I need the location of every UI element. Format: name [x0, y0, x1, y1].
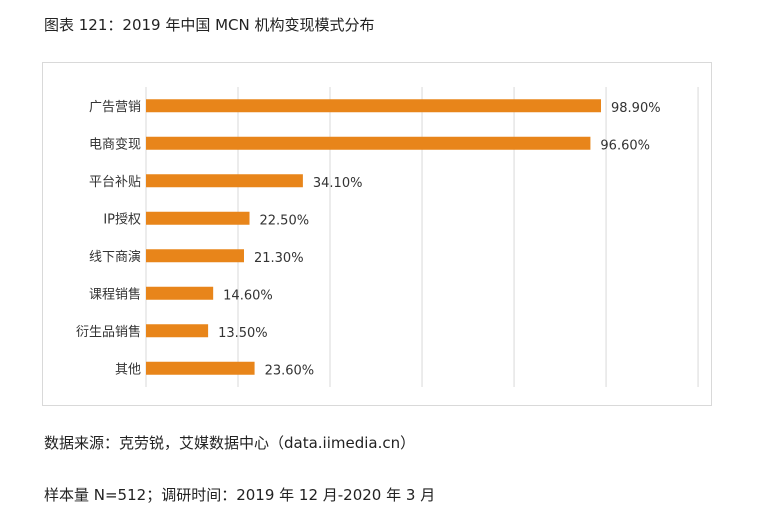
category-label: 线下商演 — [89, 249, 141, 265]
bar — [146, 211, 250, 225]
category-label: 其他 — [115, 362, 141, 377]
data-label: 21.30% — [254, 251, 304, 266]
data-label: 98.90% — [611, 101, 661, 116]
category-label: 衍生品销售 — [76, 324, 141, 340]
data-label: 22.50% — [260, 213, 310, 228]
bar — [146, 286, 214, 300]
source-text: 数据来源：克劳锐，艾媒数据中心（data.iimedia.cn） — [44, 434, 416, 452]
chart-title: 图表 121：2019 年中国 MCN 机构变现模式分布 — [44, 16, 375, 34]
category-label: 电商变现 — [89, 136, 141, 152]
data-label: 34.10% — [313, 176, 363, 191]
bar — [146, 174, 303, 188]
category-label: 广告营销 — [89, 100, 141, 115]
bar — [146, 249, 244, 263]
category-label: 课程销售 — [89, 286, 141, 302]
category-label: 平台补贴 — [89, 175, 141, 190]
bar — [146, 324, 209, 338]
data-label: 23.60% — [265, 363, 315, 378]
data-label: 96.60% — [600, 138, 650, 153]
data-label: 13.50% — [218, 326, 268, 341]
category-label: IP授权 — [103, 211, 141, 227]
bar — [146, 361, 255, 375]
sample-note: 样本量 N=512；调研时间：2019 年 12 月-2020 年 3 月 — [44, 486, 436, 504]
data-label: 14.60% — [223, 288, 273, 303]
bar — [146, 99, 601, 113]
bar — [146, 136, 591, 150]
chart-frame — [42, 62, 712, 406]
